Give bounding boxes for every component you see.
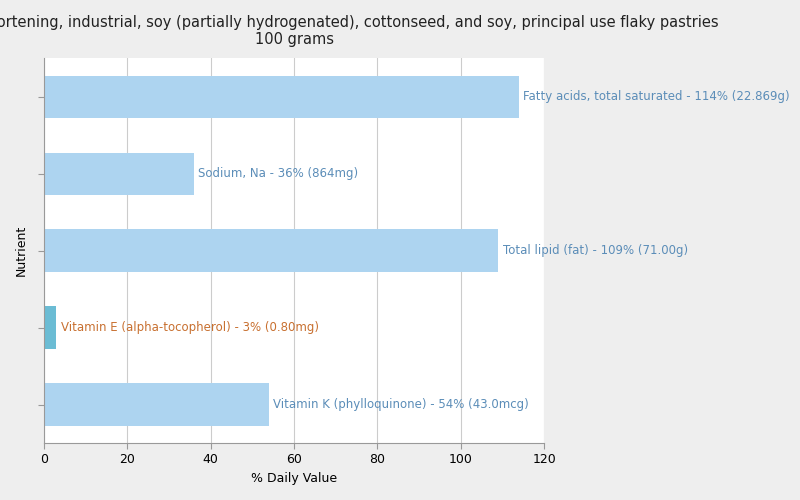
Bar [44,76,519,118]
Bar [44,306,57,349]
Text: Fatty acids, total saturated - 114% (22.869g): Fatty acids, total saturated - 114% (22.… [523,90,790,104]
Text: Total lipid (fat) - 109% (71.00g): Total lipid (fat) - 109% (71.00g) [502,244,688,257]
Title: Margarine-like shortening, industrial, soy (partially hydrogenated), cottonseed,: Margarine-like shortening, industrial, s… [0,15,718,48]
Bar [44,152,194,195]
Bar [44,230,498,272]
Y-axis label: Nutrient: Nutrient [15,225,28,276]
Text: Vitamin K (phylloquinone) - 54% (43.0mcg): Vitamin K (phylloquinone) - 54% (43.0mcg… [274,398,529,411]
X-axis label: % Daily Value: % Daily Value [251,472,337,485]
Text: Vitamin E (alpha-tocopherol) - 3% (0.80mg): Vitamin E (alpha-tocopherol) - 3% (0.80m… [61,321,318,334]
Text: Sodium, Na - 36% (864mg): Sodium, Na - 36% (864mg) [198,167,358,180]
Bar [44,384,269,426]
